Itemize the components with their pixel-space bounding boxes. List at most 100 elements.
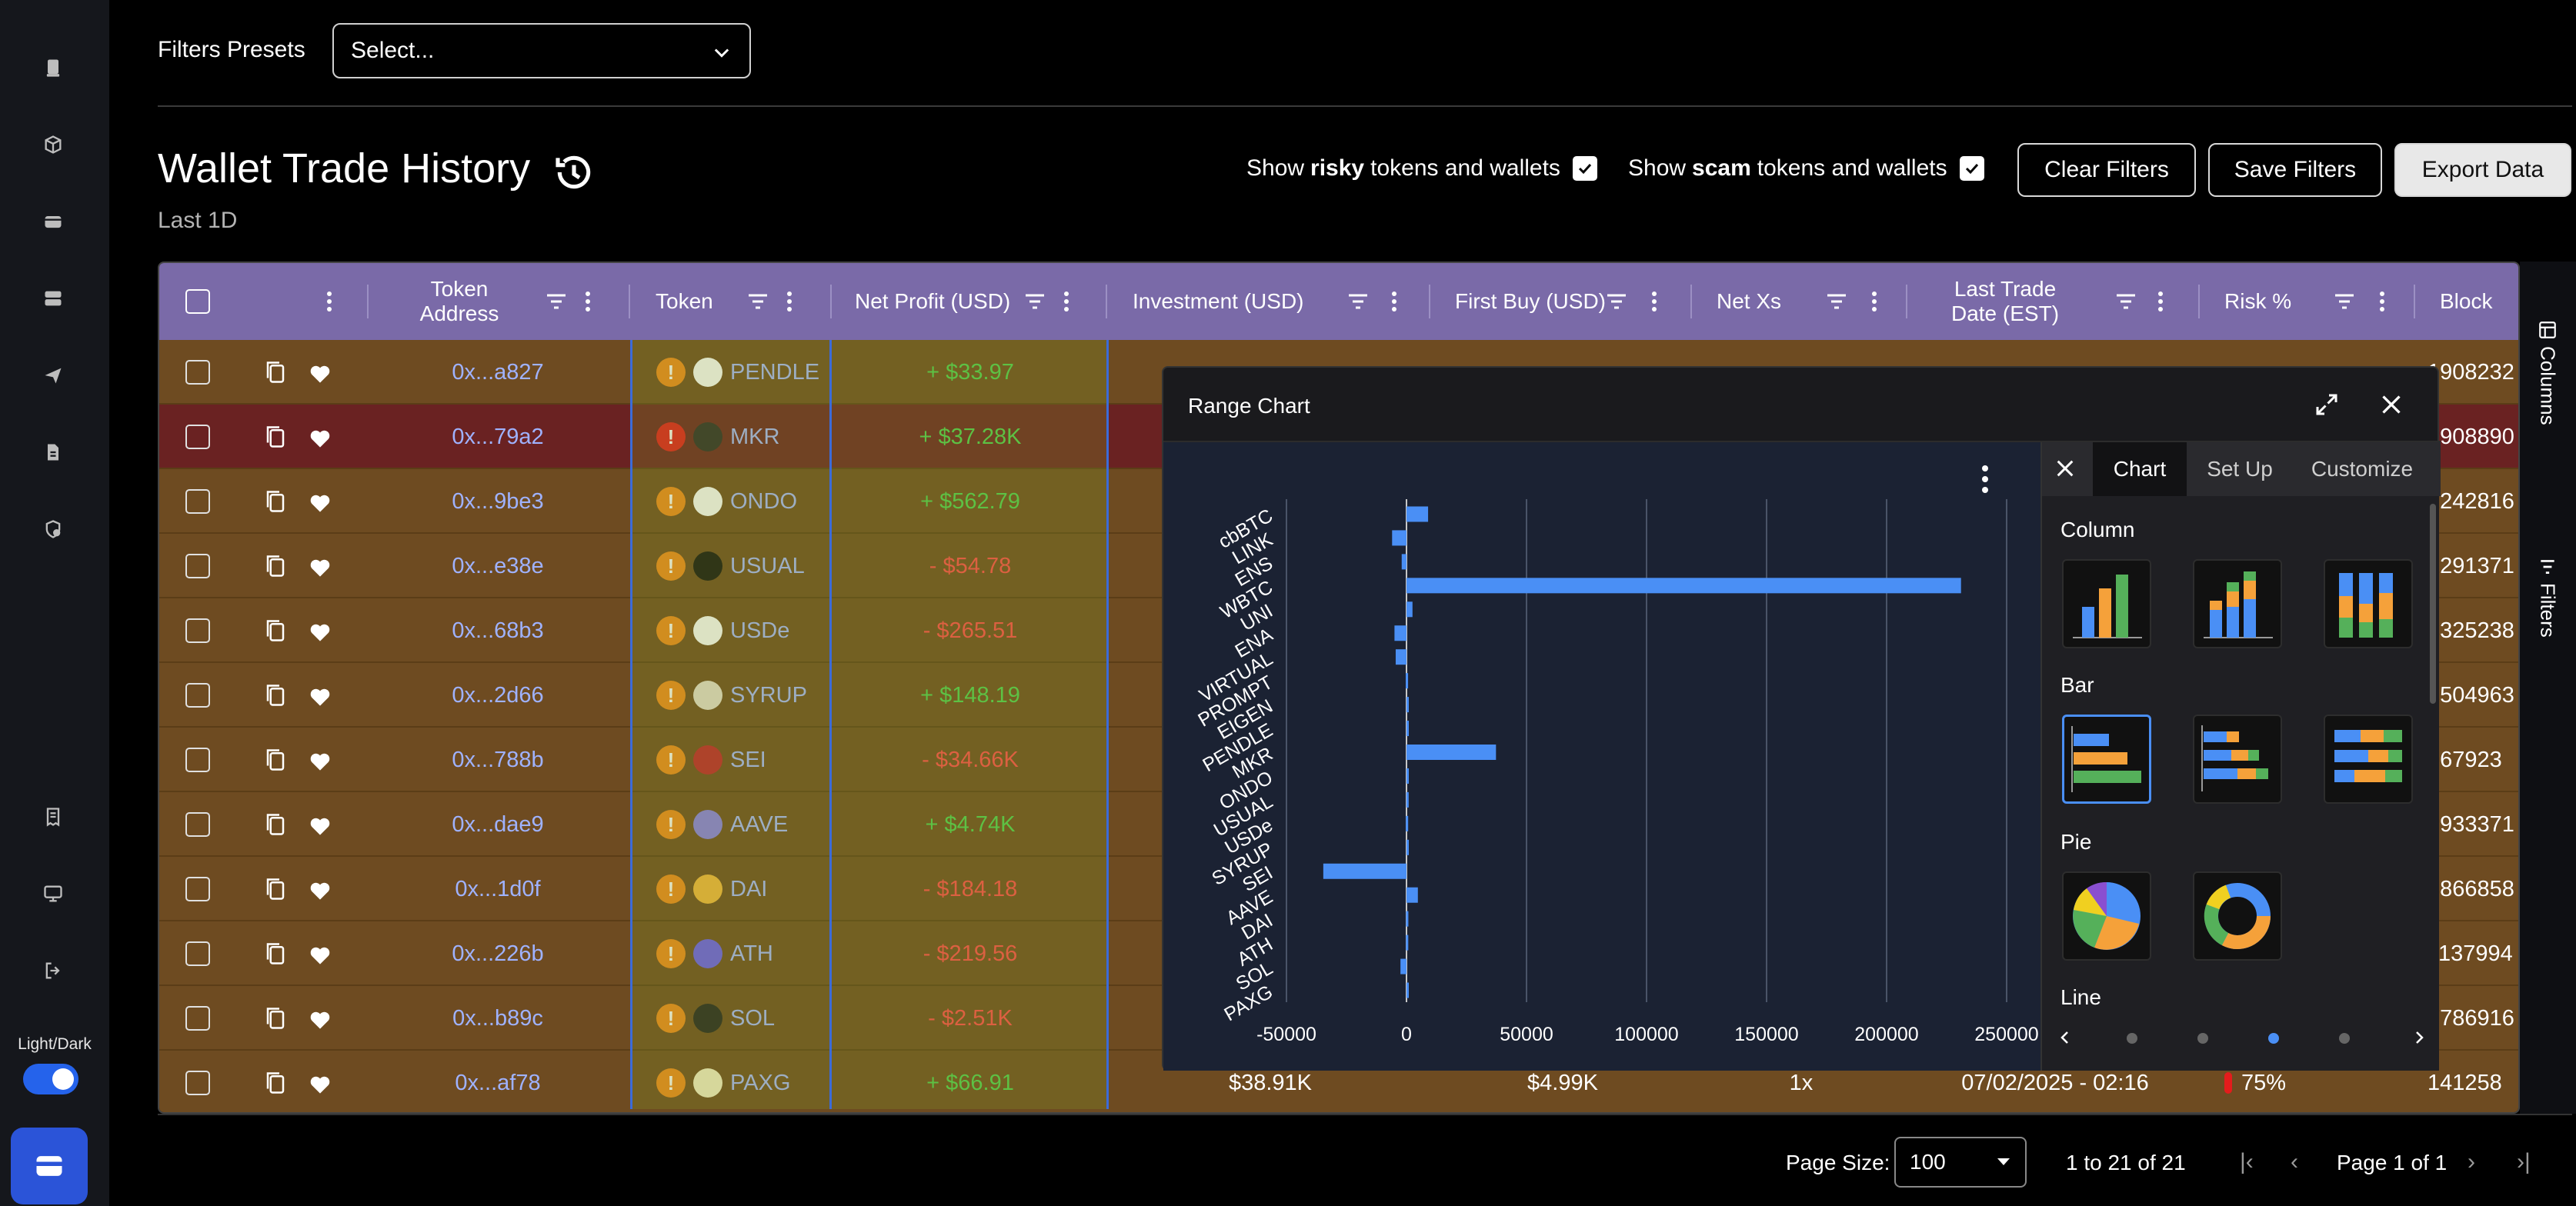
row-checkbox[interactable] xyxy=(185,857,210,921)
filter-icon[interactable] xyxy=(1606,263,1627,340)
file-icon[interactable] xyxy=(41,440,65,465)
row-checkbox[interactable] xyxy=(185,469,210,534)
select-all-checkbox[interactable] xyxy=(185,263,210,340)
bar-wbtc[interactable] xyxy=(1406,578,1961,594)
col-block[interactable]: Block xyxy=(2440,289,2493,313)
row-checkbox[interactable] xyxy=(185,792,210,857)
history-icon[interactable] xyxy=(552,151,596,194)
wallet-icon[interactable] xyxy=(41,209,65,234)
row-checkbox[interactable] xyxy=(185,663,210,728)
token-address[interactable]: 0x...68b3 xyxy=(452,618,544,643)
col-net-xs[interactable]: Net Xs xyxy=(1717,289,1782,313)
bar-sol[interactable] xyxy=(1400,958,1406,974)
heart-icon[interactable] xyxy=(307,857,333,921)
token-address[interactable]: 0x...1d0f xyxy=(455,876,541,901)
logout-icon[interactable] xyxy=(41,958,65,983)
filter-icon[interactable] xyxy=(2334,263,2355,340)
copy-icon[interactable] xyxy=(264,340,287,405)
save-filters-button[interactable]: Save Filters xyxy=(2208,143,2382,197)
donut-chart-option[interactable] xyxy=(2193,871,2282,961)
column-menu-icon[interactable] xyxy=(786,263,793,340)
export-data-button[interactable]: Export Data xyxy=(2394,143,2571,197)
prev-page-icon[interactable]: ‹ xyxy=(2291,1149,2298,1174)
copy-icon[interactable] xyxy=(264,728,287,792)
bar-sei[interactable] xyxy=(1323,863,1406,879)
tab-set-up[interactable]: Set Up xyxy=(2207,457,2273,481)
col-token-address[interactable]: Token Address xyxy=(419,277,499,325)
token-cell[interactable]: ! ATH xyxy=(656,921,773,986)
pie-chart-option[interactable] xyxy=(2062,871,2151,961)
col-first-buy[interactable]: First Buy (USD) xyxy=(1455,289,1606,313)
heart-icon[interactable] xyxy=(307,663,333,728)
column-menu-icon[interactable] xyxy=(2378,263,2386,340)
column-menu-icon[interactable] xyxy=(1390,263,1398,340)
monitor-icon[interactable] xyxy=(41,881,65,906)
send-icon[interactable] xyxy=(41,363,65,388)
token-cell[interactable]: ! SYRUP xyxy=(656,663,807,728)
heart-icon[interactable] xyxy=(307,792,333,857)
tab-chart[interactable]: Chart xyxy=(2093,442,2187,496)
bar-ondo[interactable] xyxy=(1406,768,1409,784)
copy-icon[interactable] xyxy=(264,1051,287,1112)
token-cell[interactable]: ! DAI xyxy=(656,857,767,921)
filter-icon[interactable] xyxy=(1347,263,1369,340)
bar-ens[interactable] xyxy=(1401,554,1406,570)
pager-dot[interactable] xyxy=(2197,1033,2208,1044)
copy-icon[interactable] xyxy=(264,792,287,857)
token-cell[interactable]: ! AAVE xyxy=(656,792,788,857)
heart-icon[interactable] xyxy=(307,598,333,663)
wallet-card-button[interactable] xyxy=(11,1128,88,1204)
column-chart-option[interactable] xyxy=(2062,559,2151,648)
row-checkbox[interactable] xyxy=(185,728,210,792)
token-address[interactable]: 0x...226b xyxy=(452,941,544,966)
bar-syrup[interactable] xyxy=(1406,839,1409,855)
token-address[interactable]: 0x...79a2 xyxy=(452,424,544,449)
token-address[interactable]: 0x...a827 xyxy=(452,359,544,385)
bar-usde[interactable] xyxy=(1406,815,1409,831)
document-icon[interactable] xyxy=(41,55,65,80)
token-cell[interactable]: ! SEI xyxy=(656,728,766,792)
bar-paxg[interactable] xyxy=(1406,982,1409,998)
column-menu-icon[interactable] xyxy=(2157,263,2164,340)
token-address[interactable]: 0x...2d66 xyxy=(452,682,544,708)
heart-icon[interactable] xyxy=(307,728,333,792)
bar-aave[interactable] xyxy=(1406,887,1418,903)
theme-toggle[interactable] xyxy=(23,1064,78,1094)
token-address[interactable]: 0x...788b xyxy=(452,747,544,772)
chevron-left-icon[interactable] xyxy=(2056,1028,2074,1047)
col-token[interactable]: Token xyxy=(656,289,713,313)
token-cell[interactable]: ! MKR xyxy=(656,405,779,469)
filter-icon[interactable] xyxy=(747,263,769,340)
bar-usual[interactable] xyxy=(1406,791,1409,808)
pager-dot-active[interactable] xyxy=(2268,1033,2279,1044)
risky-checkbox[interactable] xyxy=(1572,156,1597,181)
heart-icon[interactable] xyxy=(307,534,333,598)
row-checkbox[interactable] xyxy=(185,534,210,598)
chart-menu-icon[interactable] xyxy=(1980,464,1990,495)
copy-icon[interactable] xyxy=(264,405,287,469)
column-menu-icon[interactable] xyxy=(1870,263,1878,340)
cube-icon[interactable] xyxy=(41,132,65,157)
row-checkbox[interactable] xyxy=(185,1051,210,1112)
bar-virtual[interactable] xyxy=(1395,649,1406,665)
token-address[interactable]: 0x...af78 xyxy=(455,1070,541,1095)
copy-icon[interactable] xyxy=(264,598,287,663)
heart-icon[interactable] xyxy=(307,921,333,986)
token-cell[interactable]: ! SOL xyxy=(656,986,775,1051)
bar-uni[interactable] xyxy=(1406,601,1413,618)
heart-icon[interactable] xyxy=(307,340,333,405)
bar-mkr[interactable] xyxy=(1406,745,1497,760)
bar-ath[interactable] xyxy=(1406,934,1409,951)
token-address[interactable]: 0x...b89c xyxy=(452,1005,543,1031)
chevron-right-icon[interactable] xyxy=(2410,1028,2428,1047)
heart-icon[interactable] xyxy=(307,469,333,534)
row-checkbox[interactable] xyxy=(185,921,210,986)
bar-cbbtc[interactable] xyxy=(1406,506,1429,522)
normalized-bar-option[interactable] xyxy=(2324,715,2413,804)
bar-eigen[interactable] xyxy=(1406,697,1409,713)
page-size-select[interactable]: 100 xyxy=(1894,1137,2027,1188)
token-address[interactable]: 0x...e38e xyxy=(452,553,544,578)
copy-icon[interactable] xyxy=(264,986,287,1051)
show-scam-option[interactable]: Show scam tokens and wallets xyxy=(1628,155,1984,182)
row-checkbox[interactable] xyxy=(185,405,210,469)
